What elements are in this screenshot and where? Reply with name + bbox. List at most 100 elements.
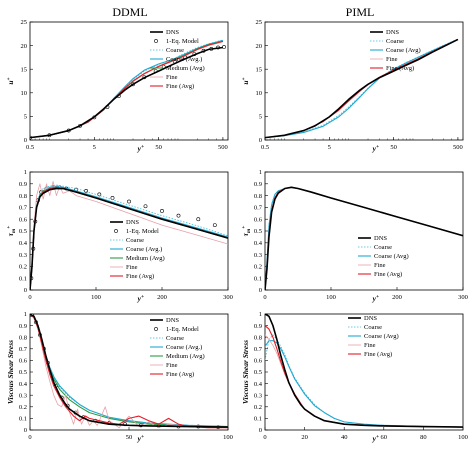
- legend: DNS 1-Eq. Model Coarse Coarse (Avg.) Medium …: [150, 29, 205, 90]
- legend-item: Fine (Avg): [150, 83, 194, 90]
- y-tick-label: 0.9: [19, 323, 27, 330]
- y-tick-label: 0.4: [254, 381, 263, 388]
- series-dns: [30, 314, 228, 428]
- legend-label: Coarse (Avg.): [126, 246, 162, 253]
- data-point: [84, 188, 89, 193]
- x-tick-label: 100: [326, 294, 336, 301]
- y-tick-label: 0.2: [254, 264, 262, 271]
- y-axis-label-base: τ: [241, 232, 250, 236]
- x-axis-label: y+: [137, 434, 144, 443]
- series-coarse: [265, 334, 463, 428]
- x-tick-label: 100: [91, 294, 101, 301]
- x-axis-label-sup: +: [141, 434, 144, 440]
- legend-item: Fine: [358, 262, 386, 269]
- x-tick-label: 100: [458, 434, 468, 441]
- legend-item: Fine: [370, 56, 398, 63]
- y-axis-label-sub: m: [11, 228, 17, 233]
- legend-label: Fine: [126, 264, 138, 271]
- plot-frame: [264, 313, 464, 431]
- legend: DNS Coarse Coarse (Avg) Fine Fine (Avg): [370, 29, 421, 72]
- y-tick-label: 0: [259, 137, 262, 144]
- x-axis-label-base: y: [372, 294, 377, 303]
- y-axis-label: τm+: [241, 226, 252, 237]
- y-tick-label: 20: [256, 43, 263, 50]
- legend-label: Coarse: [364, 324, 382, 331]
- legend-item: Coarse (Avg): [348, 333, 399, 340]
- y-tick-label: 0.6: [19, 358, 28, 365]
- series-fine: [30, 181, 228, 290]
- x-axis-label-sup: +: [141, 294, 144, 300]
- y-axis-label: Viscous Shear Stress: [6, 340, 15, 404]
- data-point: [127, 199, 131, 204]
- legend-label: Coarse: [166, 335, 184, 342]
- y-tick-label: 0.7: [254, 346, 263, 353]
- x-axis-label: y+: [372, 294, 379, 303]
- series-fine-avg-: [30, 314, 228, 429]
- legend-item: 1-Eq. Model: [154, 326, 199, 333]
- legend-marker: [114, 229, 118, 233]
- chart-ddml-visc: 0 50 100 0 0.1 0.2 0.3 0.4 0.5 0.6 0.7 0.8 0.9 1 y+ Vis…: [6, 311, 233, 443]
- y-tick-label: 0.3: [19, 252, 27, 259]
- series-dns: [30, 46, 224, 139]
- x-tick-label: 0.5: [261, 144, 269, 151]
- y-axis-label: u+: [241, 77, 250, 84]
- x-tick-label: 0.5: [26, 144, 34, 151]
- x-axis-label: y+: [372, 144, 379, 153]
- y-tick-label: 0.8: [254, 193, 262, 200]
- legend-label: 1-Eq. Model: [126, 228, 159, 235]
- legend-item: Fine (Avg): [150, 371, 194, 378]
- x-tick-label: 20: [301, 434, 308, 441]
- y-axis-label-base: u: [6, 80, 15, 84]
- chart-ddml-tau: 0 100 200 300 0 0.1 0.2 0.3 0.4 0.5 0.6 0.7 0.8 0.9 1 y…: [6, 169, 233, 303]
- x-tick-label: 300: [458, 294, 468, 301]
- series-coarse-avg-: [265, 38, 459, 139]
- legend-item: Coarse (Avg.): [150, 344, 202, 351]
- x-axis-label-sup: +: [376, 294, 379, 300]
- y-tick-label: 0: [259, 427, 262, 434]
- chart-piml-tau: 0 100 200 300 0 0.1 0.2 0.3 0.4 0.5 0.6 0.7 0.8 0.9 1 y…: [241, 169, 468, 303]
- legend: DNS Coarse Coarse (Avg) Fine Fine (Avg): [348, 315, 399, 358]
- legend: DNS Coarse Coarse (Avg) Fine Fine (Avg): [358, 235, 409, 278]
- series-dns: [265, 186, 463, 290]
- x-tick-label: 0: [263, 434, 266, 441]
- series-line: [30, 314, 228, 429]
- legend-label: Fine: [374, 262, 386, 269]
- x-tick-label: 0: [263, 294, 266, 301]
- legend: DNS 1-Eq. Model Coarse Coarse (Avg.) Medium …: [150, 317, 205, 378]
- data-point: [212, 223, 217, 228]
- y-tick-label: 0: [24, 287, 27, 294]
- legend-label: Coarse (Avg): [364, 333, 399, 340]
- legend-item: Fine: [150, 74, 178, 81]
- legend-marker: [154, 39, 158, 43]
- legend-item: Fine: [110, 264, 138, 271]
- x-axis-label-sup: +: [141, 144, 144, 150]
- x-axis-label: y+: [137, 294, 144, 303]
- data-point: [160, 209, 164, 213]
- y-tick-label: 0.4: [19, 240, 28, 247]
- legend-label: Fine (Avg): [386, 65, 414, 72]
- legend-item: DNS: [358, 235, 387, 242]
- y-tick-label: 0.8: [19, 193, 27, 200]
- legend-item: Fine (Avg): [348, 351, 392, 358]
- legend-item: DNS: [150, 29, 179, 36]
- legend-item: Medium (Avg): [150, 65, 205, 72]
- x-tick-label: 500: [453, 144, 463, 151]
- y-tick-label: 0.7: [19, 205, 28, 212]
- x-tick-label: 5: [93, 144, 96, 151]
- y-tick-label: 0.3: [254, 392, 262, 399]
- series-dns: [30, 187, 228, 290]
- y-tick-label: 0: [24, 137, 27, 144]
- y-tick-label: 15: [256, 66, 263, 73]
- legend-label: Fine: [364, 342, 376, 349]
- y-tick-label: 25: [21, 19, 28, 26]
- legend-marker: [154, 327, 158, 331]
- y-tick-label: 0.7: [254, 205, 263, 212]
- legend-label: Coarse (Avg): [374, 253, 409, 260]
- legend-label: DNS: [126, 219, 139, 226]
- series-line: [265, 340, 463, 428]
- legend-label: 1-Eq. Model: [166, 38, 199, 45]
- y-tick-label: 0.2: [19, 264, 27, 271]
- legend-label: DNS: [166, 317, 179, 324]
- y-tick-label: 0.6: [254, 216, 263, 223]
